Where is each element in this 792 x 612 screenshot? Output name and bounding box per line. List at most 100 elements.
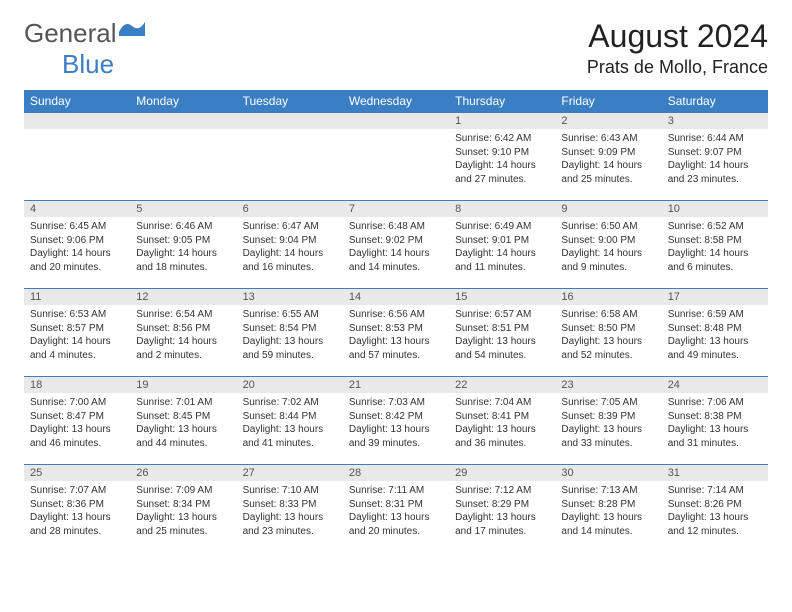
day-number: 6 — [237, 201, 343, 217]
daylight-text: Daylight: 14 hours — [668, 159, 762, 173]
daylight-text: and 52 minutes. — [561, 349, 655, 363]
daylight-text: Daylight: 14 hours — [30, 247, 124, 261]
calendar-row: 18Sunrise: 7:00 AMSunset: 8:47 PMDayligh… — [24, 377, 768, 465]
sunrise-text: Sunrise: 6:53 AM — [30, 308, 124, 322]
weekday-header: Tuesday — [237, 90, 343, 113]
calendar-cell: 5 Sunrise: 6:46 AMSunset: 9:05 PMDaylight… — [130, 201, 236, 289]
calendar-cell: 4Sunrise: 6:45 AMSunset: 9:06 PMDaylight… — [24, 201, 130, 289]
day-body — [130, 129, 236, 189]
sunset-text: Sunset: 8:26 PM — [668, 498, 762, 512]
calendar-cell — [237, 113, 343, 201]
day-number: 24 — [662, 377, 768, 393]
daylight-text: Daylight: 13 hours — [243, 335, 337, 349]
daylight-text: and 23 minutes. — [668, 173, 762, 187]
day-number: 23 — [555, 377, 661, 393]
daylight-text: and 28 minutes. — [30, 525, 124, 539]
sunrise-text: Sunrise: 7:00 AM — [30, 396, 124, 410]
day-number: 27 — [237, 465, 343, 481]
daylight-text: Daylight: 14 hours — [136, 335, 230, 349]
daylight-text: and 6 minutes. — [668, 261, 762, 275]
daylight-text: Daylight: 13 hours — [349, 423, 443, 437]
daylight-text: and 27 minutes. — [455, 173, 549, 187]
day-body: Sunrise: 6:56 AMSunset: 8:53 PMDaylight:… — [343, 305, 449, 366]
day-body: Sunrise: 7:10 AMSunset: 8:33 PMDaylight:… — [237, 481, 343, 542]
day-body: Sunrise: 7:03 AMSunset: 8:42 PMDaylight:… — [343, 393, 449, 454]
sunrise-text: Sunrise: 7:07 AM — [30, 484, 124, 498]
daylight-text: and 57 minutes. — [349, 349, 443, 363]
weekday-header: Thursday — [449, 90, 555, 113]
day-body: Sunrise: 6:48 AMSunset: 9:02 PMDaylight:… — [343, 217, 449, 278]
calendar-cell: 3Sunrise: 6:44 AMSunset: 9:07 PMDaylight… — [662, 113, 768, 201]
day-number: 19 — [130, 377, 236, 393]
weekday-header-row: Sunday Monday Tuesday Wednesday Thursday… — [24, 90, 768, 113]
daylight-text: and 12 minutes. — [668, 525, 762, 539]
sunrise-text: Sunrise: 7:13 AM — [561, 484, 655, 498]
daylight-text: and 16 minutes. — [243, 261, 337, 275]
day-number: 15 — [449, 289, 555, 305]
day-number: 7 — [343, 201, 449, 217]
day-number: 28 — [343, 465, 449, 481]
sunset-text: Sunset: 8:57 PM — [30, 322, 124, 336]
day-body: Sunrise: 7:12 AMSunset: 8:29 PMDaylight:… — [449, 481, 555, 542]
sunrise-text: Sunrise: 6:58 AM — [561, 308, 655, 322]
sunrise-text: Sunrise: 7:02 AM — [243, 396, 337, 410]
sunrise-text: Sunrise: 6:52 AM — [668, 220, 762, 234]
day-number: 8 — [449, 201, 555, 217]
daylight-text: Daylight: 13 hours — [136, 511, 230, 525]
day-body: Sunrise: 6:47 AMSunset: 9:04 PMDaylight:… — [237, 217, 343, 278]
day-body: Sunrise: 6:53 AMSunset: 8:57 PMDaylight:… — [24, 305, 130, 366]
daylight-text: Daylight: 14 hours — [136, 247, 230, 261]
day-number: 9 — [555, 201, 661, 217]
sunrise-text: Sunrise: 6:46 AM — [136, 220, 230, 234]
sunset-text: Sunset: 9:05 PM — [136, 234, 230, 248]
sunset-text: Sunset: 9:02 PM — [349, 234, 443, 248]
day-number: 5 — [130, 201, 236, 217]
daylight-text: and 2 minutes. — [136, 349, 230, 363]
day-body — [24, 129, 130, 189]
day-body: Sunrise: 6:59 AMSunset: 8:48 PMDaylight:… — [662, 305, 768, 366]
day-body: Sunrise: 7:05 AMSunset: 8:39 PMDaylight:… — [555, 393, 661, 454]
sunset-text: Sunset: 8:42 PM — [349, 410, 443, 424]
sunset-text: Sunset: 8:48 PM — [668, 322, 762, 336]
daylight-text: Daylight: 13 hours — [349, 511, 443, 525]
sunset-text: Sunset: 8:31 PM — [349, 498, 443, 512]
daylight-text: Daylight: 13 hours — [455, 511, 549, 525]
daylight-text: and 20 minutes. — [349, 525, 443, 539]
day-number — [130, 113, 236, 129]
calendar-cell: 9Sunrise: 6:50 AMSunset: 9:00 PMDaylight… — [555, 201, 661, 289]
day-number: 13 — [237, 289, 343, 305]
sunset-text: Sunset: 8:54 PM — [243, 322, 337, 336]
daylight-text: and 25 minutes. — [136, 525, 230, 539]
day-number: 26 — [130, 465, 236, 481]
daylight-text: and 46 minutes. — [30, 437, 124, 451]
daylight-text: and 18 minutes. — [136, 261, 230, 275]
day-number — [343, 113, 449, 129]
calendar-cell: 29Sunrise: 7:12 AMSunset: 8:29 PMDayligh… — [449, 465, 555, 553]
calendar-cell: 1Sunrise: 6:42 AMSunset: 9:10 PMDaylight… — [449, 113, 555, 201]
sunset-text: Sunset: 8:53 PM — [349, 322, 443, 336]
day-body: Sunrise: 6:42 AMSunset: 9:10 PMDaylight:… — [449, 129, 555, 190]
daylight-text: and 20 minutes. — [30, 261, 124, 275]
day-body: Sunrise: 6:55 AMSunset: 8:54 PMDaylight:… — [237, 305, 343, 366]
calendar-cell — [130, 113, 236, 201]
day-number: 17 — [662, 289, 768, 305]
day-body: Sunrise: 7:14 AMSunset: 8:26 PMDaylight:… — [662, 481, 768, 542]
day-number: 12 — [130, 289, 236, 305]
daylight-text: Daylight: 13 hours — [668, 511, 762, 525]
sunrise-text: Sunrise: 7:10 AM — [243, 484, 337, 498]
sunrise-text: Sunrise: 7:12 AM — [455, 484, 549, 498]
daylight-text: Daylight: 14 hours — [668, 247, 762, 261]
sunset-text: Sunset: 8:34 PM — [136, 498, 230, 512]
calendar-cell: 13Sunrise: 6:55 AMSunset: 8:54 PMDayligh… — [237, 289, 343, 377]
sunrise-text: Sunrise: 6:45 AM — [30, 220, 124, 234]
logo: General Blue — [24, 18, 145, 80]
sunrise-text: Sunrise: 7:05 AM — [561, 396, 655, 410]
calendar-cell: 10Sunrise: 6:52 AMSunset: 8:58 PMDayligh… — [662, 201, 768, 289]
day-number: 4 — [24, 201, 130, 217]
daylight-text: Daylight: 13 hours — [30, 423, 124, 437]
day-body: Sunrise: 7:04 AMSunset: 8:41 PMDaylight:… — [449, 393, 555, 454]
day-number: 31 — [662, 465, 768, 481]
daylight-text: and 14 minutes. — [561, 525, 655, 539]
calendar-row: 11Sunrise: 6:53 AMSunset: 8:57 PMDayligh… — [24, 289, 768, 377]
header: General Blue August 2024 Prats de Mollo,… — [24, 18, 768, 80]
